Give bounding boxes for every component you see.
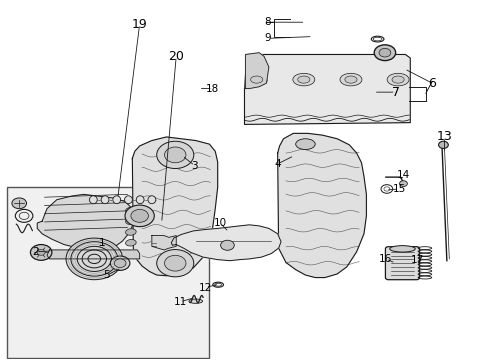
Ellipse shape <box>113 196 121 204</box>
Text: 15: 15 <box>392 184 406 194</box>
Ellipse shape <box>148 196 156 204</box>
Circle shape <box>37 249 45 255</box>
Text: 13: 13 <box>436 130 451 144</box>
Text: 18: 18 <box>206 84 219 94</box>
Ellipse shape <box>295 139 315 149</box>
Text: 1: 1 <box>99 238 105 248</box>
Ellipse shape <box>391 76 404 83</box>
Circle shape <box>12 198 26 209</box>
Circle shape <box>438 141 447 148</box>
Polygon shape <box>277 134 366 278</box>
Circle shape <box>131 210 148 222</box>
Text: 10: 10 <box>213 218 226 228</box>
FancyBboxPatch shape <box>385 247 419 280</box>
Text: 7: 7 <box>391 86 399 99</box>
Polygon shape <box>47 250 140 259</box>
Ellipse shape <box>89 196 97 204</box>
Ellipse shape <box>125 239 136 246</box>
Circle shape <box>378 48 390 57</box>
Ellipse shape <box>101 196 109 204</box>
Text: 4: 4 <box>274 159 281 169</box>
Ellipse shape <box>188 299 202 303</box>
Circle shape <box>157 141 193 168</box>
Polygon shape <box>245 53 268 89</box>
Circle shape <box>66 238 122 280</box>
Circle shape <box>110 256 130 270</box>
Circle shape <box>157 249 193 277</box>
Ellipse shape <box>339 73 361 86</box>
Text: 12: 12 <box>199 283 212 293</box>
Text: 11: 11 <box>173 297 186 307</box>
Text: 5: 5 <box>103 270 110 280</box>
Ellipse shape <box>386 73 408 86</box>
Ellipse shape <box>125 229 136 235</box>
Circle shape <box>125 205 154 226</box>
Text: 2: 2 <box>32 247 39 257</box>
Text: 20: 20 <box>168 50 184 63</box>
Ellipse shape <box>250 76 262 83</box>
Polygon shape <box>132 137 217 276</box>
Ellipse shape <box>124 196 132 204</box>
Circle shape <box>30 244 52 260</box>
Text: 19: 19 <box>132 18 147 31</box>
Ellipse shape <box>136 196 144 204</box>
Text: 3: 3 <box>191 161 198 171</box>
Text: 16: 16 <box>379 254 392 264</box>
Ellipse shape <box>125 218 136 225</box>
Ellipse shape <box>344 76 356 83</box>
Text: 14: 14 <box>396 170 409 180</box>
Circle shape <box>220 240 234 250</box>
Text: 8: 8 <box>264 17 271 27</box>
Polygon shape <box>37 194 135 250</box>
Circle shape <box>399 181 407 186</box>
Text: 6: 6 <box>427 77 435 90</box>
Polygon shape <box>171 225 281 261</box>
Bar <box>7 187 209 357</box>
Circle shape <box>373 45 395 60</box>
Text: 17: 17 <box>410 255 424 265</box>
Circle shape <box>164 147 185 163</box>
Ellipse shape <box>389 246 414 252</box>
Polygon shape <box>152 235 176 250</box>
Ellipse shape <box>125 207 136 214</box>
Text: 9: 9 <box>264 33 271 43</box>
Ellipse shape <box>297 76 309 83</box>
Circle shape <box>114 259 126 267</box>
Ellipse shape <box>292 73 314 86</box>
Circle shape <box>164 255 185 271</box>
Polygon shape <box>244 54 409 125</box>
Ellipse shape <box>245 73 267 86</box>
